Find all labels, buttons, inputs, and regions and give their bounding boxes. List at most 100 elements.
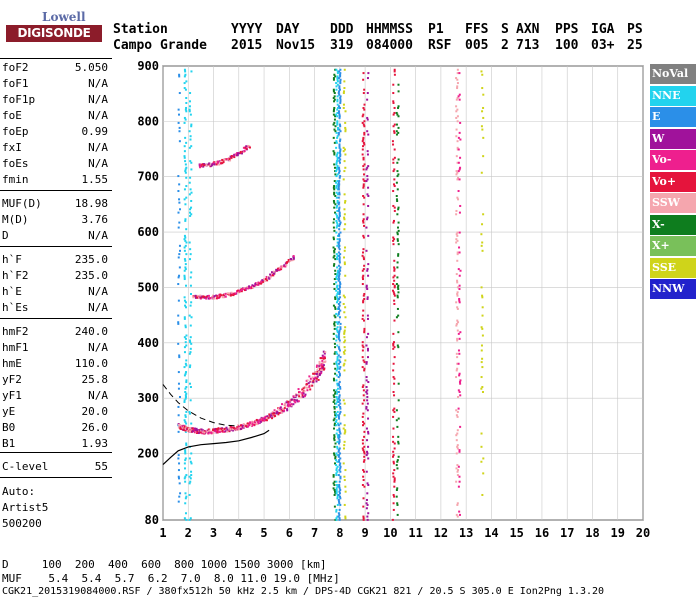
trace-point (271, 411, 274, 414)
interference-point (396, 188, 399, 191)
interference-point (335, 289, 338, 292)
param-value: N/A (88, 157, 108, 170)
interference-point (361, 447, 364, 450)
interference-point (336, 465, 339, 468)
trace-point (285, 264, 288, 267)
trace-point (298, 395, 301, 398)
interference-point (337, 307, 340, 310)
interference-point (184, 163, 187, 166)
trace-point (242, 426, 245, 429)
interference-point (177, 190, 180, 193)
trace-point (194, 296, 197, 299)
interference-point (397, 284, 400, 287)
interference-point (334, 457, 337, 460)
trace-point (312, 377, 315, 380)
trace-point (252, 286, 255, 289)
trace-point (265, 275, 268, 278)
interference-point (185, 410, 188, 413)
interference-point (338, 490, 341, 493)
trace-point (222, 430, 225, 433)
interference-point (344, 429, 347, 432)
interference-point (333, 153, 336, 156)
interference-point (183, 419, 186, 422)
interference-point (335, 196, 338, 199)
interference-point (337, 371, 340, 374)
interference-point (335, 464, 338, 467)
interference-point (339, 150, 342, 153)
trace-point (179, 426, 182, 429)
trace-point (238, 427, 241, 430)
header-value-7: 2 (501, 38, 509, 53)
interference-point (337, 474, 340, 477)
trace-point (277, 411, 280, 414)
interference-point (362, 221, 365, 224)
interference-point (456, 253, 459, 256)
interference-point (367, 332, 370, 335)
interference-point (393, 293, 396, 295)
interference-point (361, 415, 364, 418)
y-tick-label: 80 (145, 513, 159, 527)
interference-point (184, 88, 187, 91)
trace-point (290, 404, 293, 407)
interference-point (366, 297, 369, 300)
trace-point (309, 377, 312, 380)
interference-point (178, 92, 181, 95)
interference-point (183, 462, 186, 465)
trace-point (277, 413, 280, 416)
interference-point (334, 258, 337, 261)
interference-point (335, 85, 338, 88)
interference-point (183, 234, 186, 237)
interference-point (459, 331, 462, 334)
interference-point (338, 259, 341, 262)
interference-point (457, 465, 460, 468)
interference-point (458, 390, 461, 393)
interference-point (393, 70, 396, 73)
interference-point (456, 234, 459, 237)
trace-point (269, 276, 272, 279)
interference-point (343, 475, 346, 478)
interference-point (335, 221, 338, 224)
interference-point (363, 459, 366, 462)
interference-point (344, 517, 347, 520)
interference-point (177, 108, 180, 111)
interference-point (333, 121, 336, 124)
param-row: hmF1 N/A (2, 340, 108, 356)
param-value: 18.98 (74, 197, 108, 210)
interference-point (336, 209, 339, 212)
interference-point (332, 304, 335, 307)
interference-point (336, 359, 339, 362)
trace-point (310, 384, 313, 387)
interference-point (392, 502, 395, 505)
interference-point (343, 341, 346, 344)
interference-point (338, 502, 341, 505)
trace-point (322, 350, 325, 353)
interference-point (392, 450, 395, 453)
trace-point (177, 426, 180, 429)
interference-point (334, 390, 337, 393)
interference-point (188, 482, 191, 485)
interference-point (336, 72, 339, 75)
trace-point (240, 290, 243, 293)
interference-point (339, 95, 342, 98)
interference-point (336, 293, 339, 295)
interference-point (361, 420, 364, 423)
trace-point (311, 376, 314, 379)
trace-point (253, 423, 256, 426)
interference-point (456, 108, 459, 111)
interference-point (190, 316, 193, 319)
interference-point (332, 246, 335, 249)
interference-point (177, 475, 180, 478)
interference-point (396, 296, 399, 299)
interference-point (395, 464, 398, 467)
interference-point (455, 467, 458, 470)
auto-label: Auto: (2, 485, 36, 498)
param-value: N/A (88, 229, 108, 242)
trace-point (295, 394, 298, 397)
interference-point (336, 387, 339, 390)
interference-point (336, 83, 339, 86)
trace-point (241, 424, 244, 427)
interference-point (456, 178, 459, 181)
interference-point (456, 68, 459, 71)
interference-point (342, 364, 345, 367)
trace-point (271, 274, 274, 277)
